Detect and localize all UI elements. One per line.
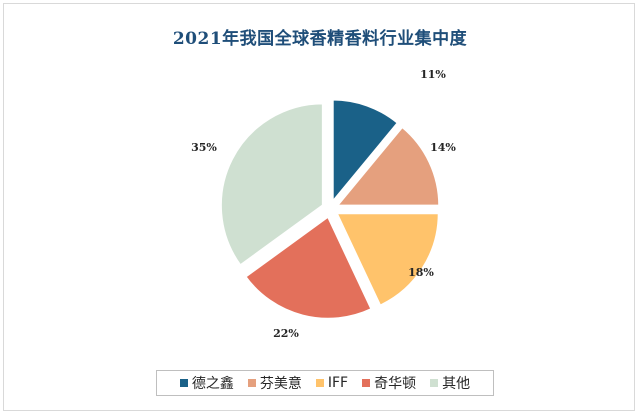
legend-item-firmenich: 芬美意 (247, 373, 302, 393)
legend-item-givaudan: 奇华顿 (362, 373, 416, 393)
legend-label: 芬美意 (259, 376, 302, 392)
legend-swatch (362, 379, 371, 387)
data-label-3: 18% (408, 266, 434, 279)
pie-slice-1 (331, 98, 400, 205)
legend-label: 奇华顿 (374, 376, 417, 392)
legend-label: 德之鑫 (191, 376, 234, 392)
pie-slice-2 (335, 125, 441, 207)
pie-slice-4 (244, 215, 373, 320)
data-label-1: 11% (420, 68, 446, 81)
chart-legend: 德之鑫 芬美意 IFF 奇华顿 其他 (156, 370, 494, 396)
data-label-2: 14% (430, 141, 456, 154)
legend-swatch (247, 379, 256, 387)
chart-title: 2021年我国全球香精香料行业集中度 (172, 29, 468, 49)
legend-item-iff: IFF (315, 375, 349, 391)
data-label-4: 22% (273, 327, 299, 340)
pie-slice-3 (335, 212, 440, 307)
legend-label: 其他 (442, 376, 471, 392)
legend-swatch (179, 379, 188, 387)
data-label-5: 35% (191, 141, 217, 154)
pie-slice-5 (219, 102, 324, 267)
legend-swatch (430, 379, 439, 387)
legend-swatch (315, 379, 324, 387)
legend-label: IFF (327, 375, 349, 391)
legend-item-dezhixin: 德之鑫 (179, 373, 234, 393)
legend-item-others: 其他 (430, 373, 470, 393)
